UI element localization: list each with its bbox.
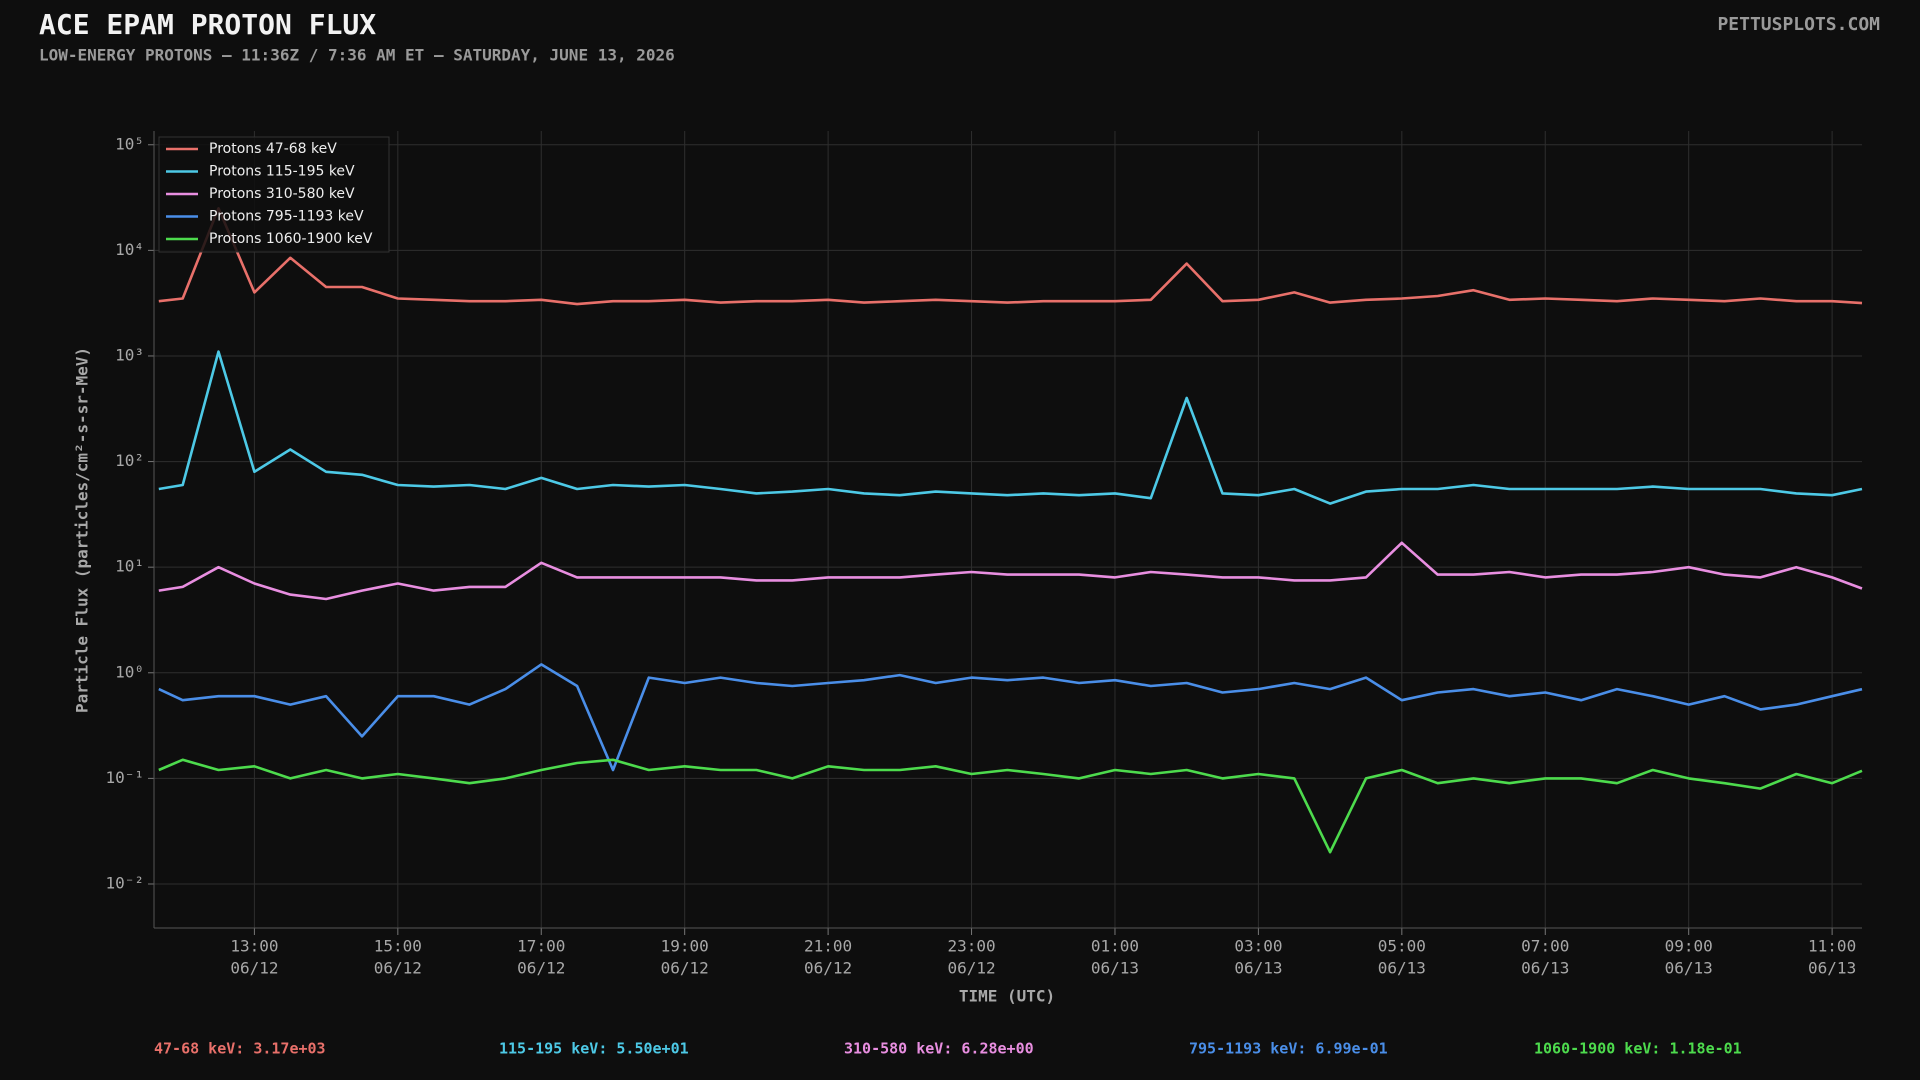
chart-title: ACE EPAM PROTON FLUX xyxy=(39,8,376,41)
readout: 115-195 keV: 5.50e+01 xyxy=(499,1040,689,1058)
x-tick-label: 06/12 xyxy=(517,959,565,978)
y-tick-label: 10² xyxy=(115,451,144,470)
x-tick-label: 06/13 xyxy=(1378,959,1426,978)
x-tick-label: 06/13 xyxy=(1234,959,1282,978)
x-tick-label: 05:00 xyxy=(1378,937,1426,956)
y-tick-label: 10³ xyxy=(115,345,144,364)
data-line xyxy=(158,207,1863,306)
x-tick-label: 07:00 xyxy=(1521,937,1569,956)
data-line xyxy=(158,758,1863,854)
data-line xyxy=(158,663,1863,772)
readout: 47-68 keV: 3.17e+03 xyxy=(154,1040,326,1058)
data-line xyxy=(158,541,1863,601)
x-tick-label: 06/13 xyxy=(1808,959,1856,978)
chart-subtitle: LOW-ENERGY PROTONS — 11:36Z / 7:36 AM ET… xyxy=(39,46,675,65)
x-tick-label: 06/12 xyxy=(947,959,995,978)
x-tick-label: 21:00 xyxy=(804,937,852,956)
legend-label: Protons 795-1193 keV xyxy=(209,209,364,225)
x-tick-label: 13:00 xyxy=(230,937,278,956)
y-tick-label: 10⁰ xyxy=(115,662,144,681)
x-tick-label: 06/12 xyxy=(661,959,709,978)
x-tick-label: 06/12 xyxy=(230,959,278,978)
x-tick-label: 06/13 xyxy=(1091,959,1139,978)
x-tick-label: 03:00 xyxy=(1234,937,1282,956)
legend-label: Protons 47-68 keV xyxy=(209,141,337,157)
x-tick-label: 06/13 xyxy=(1665,959,1713,978)
data-line xyxy=(158,350,1863,505)
x-tick-label: 19:00 xyxy=(661,937,709,956)
legend-label: Protons 115-195 keV xyxy=(209,164,355,180)
source: PETTUSPLOTS.COM xyxy=(1717,14,1880,35)
x-tick-label: 23:00 xyxy=(947,937,995,956)
y-tick-label: 10⁻¹ xyxy=(105,768,144,787)
y-tick-label: 10⁵ xyxy=(115,134,144,153)
y-tick-label: 10⁴ xyxy=(115,240,144,259)
readout: 310-580 keV: 6.28e+00 xyxy=(844,1040,1034,1058)
y-axis-label: Particle Flux (particles/cm²-s-sr-MeV) xyxy=(73,347,92,713)
legend-label: Protons 1060-1900 keV xyxy=(209,231,373,247)
legend-label: Protons 310-580 keV xyxy=(209,186,355,202)
x-tick-label: 06/13 xyxy=(1521,959,1569,978)
x-tick-label: 06/12 xyxy=(804,959,852,978)
x-tick-label: 09:00 xyxy=(1665,937,1713,956)
x-tick-label: 06/12 xyxy=(374,959,422,978)
readout: 795-1193 keV: 6.99e-01 xyxy=(1189,1040,1388,1058)
x-tick-label: 11:00 xyxy=(1808,937,1856,956)
x-tick-label: 17:00 xyxy=(517,937,565,956)
readout: 1060-1900 keV: 1.18e-01 xyxy=(1534,1040,1742,1058)
x-axis-label: TIME (UTC) xyxy=(959,987,1055,1006)
x-tick-label: 01:00 xyxy=(1091,937,1139,956)
y-tick-label: 10⁻² xyxy=(105,873,144,892)
y-tick-label: 10¹ xyxy=(115,557,144,576)
x-tick-label: 15:00 xyxy=(374,937,422,956)
